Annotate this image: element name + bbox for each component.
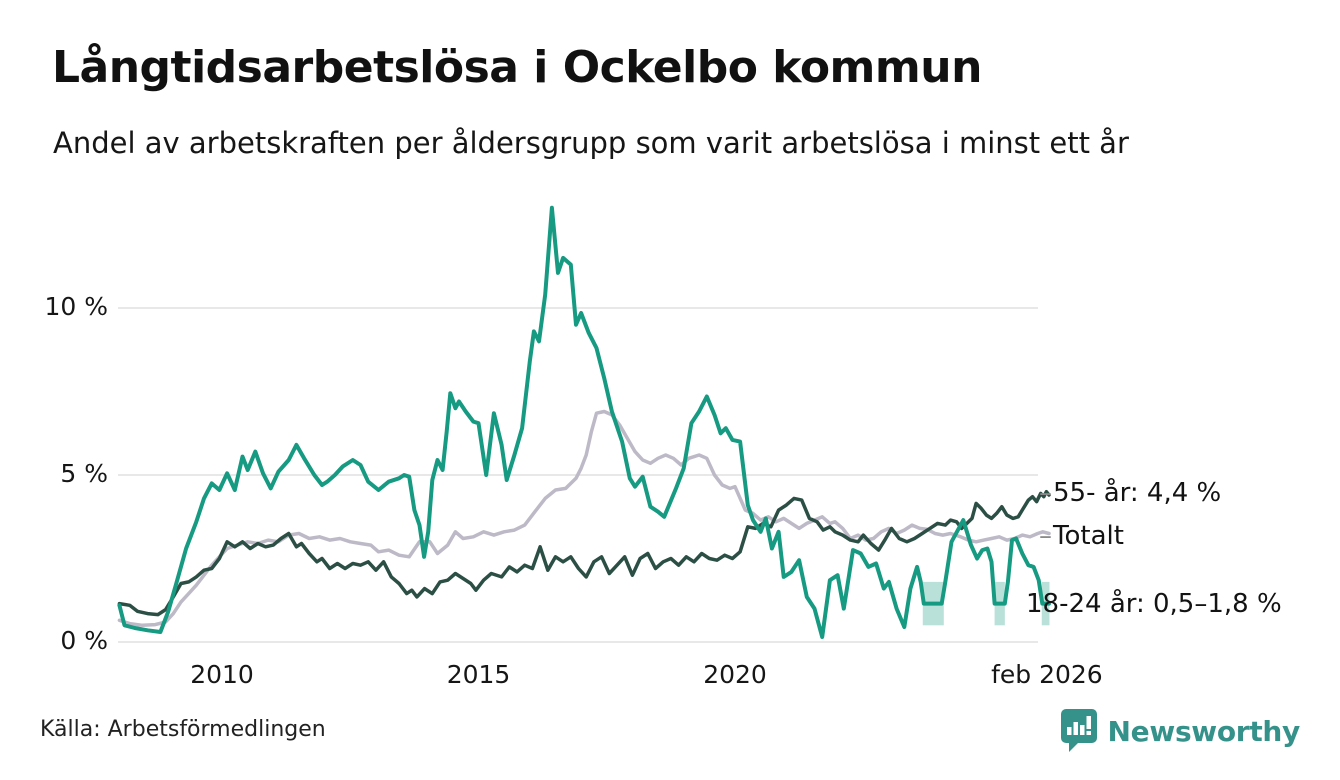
series-line-18-24-år xyxy=(117,205,1051,639)
source-note: Källa: Arbetsförmedlingen xyxy=(40,717,326,742)
brand-name: Newsworthy xyxy=(1107,714,1301,748)
page-title: Långtidsarbetslösa i Ockelbo kommun xyxy=(52,42,982,93)
y-tick-label: 5 % xyxy=(60,459,108,488)
y-tick-label: 10 % xyxy=(44,292,108,321)
x-tick-label: feb 2026 xyxy=(991,660,1103,689)
x-tick-label: 2010 xyxy=(190,660,254,689)
chart-subtitle: Andel av arbetskraften per åldersgrupp s… xyxy=(53,126,1129,160)
y-tick-label: 0 % xyxy=(60,626,108,655)
label-leader-dash: – xyxy=(1039,478,1052,508)
series-label-totalt-text: Totalt xyxy=(1053,521,1124,551)
x-tick-label: 2015 xyxy=(446,660,511,689)
x-tick-label: 2020 xyxy=(703,660,767,689)
series-label-18-24: 18-24 år: 0,5–1,8 % xyxy=(1026,589,1282,619)
series-label-55-text: 55- år: 4,4 % xyxy=(1053,478,1222,508)
series-label-totalt: –Totalt xyxy=(1039,521,1124,551)
series-line-55--år xyxy=(117,489,1051,617)
series-label-55: –55- år: 4,4 % xyxy=(1039,478,1221,508)
series-line-Totalt xyxy=(117,409,1051,628)
brand-logo: Newsworthy xyxy=(1060,708,1300,754)
label-leader-dash: – xyxy=(1039,521,1052,551)
newsworthy-icon xyxy=(1060,709,1097,752)
series-label-18-24-text: 18-24 år: 0,5–1,8 % xyxy=(1026,589,1282,619)
